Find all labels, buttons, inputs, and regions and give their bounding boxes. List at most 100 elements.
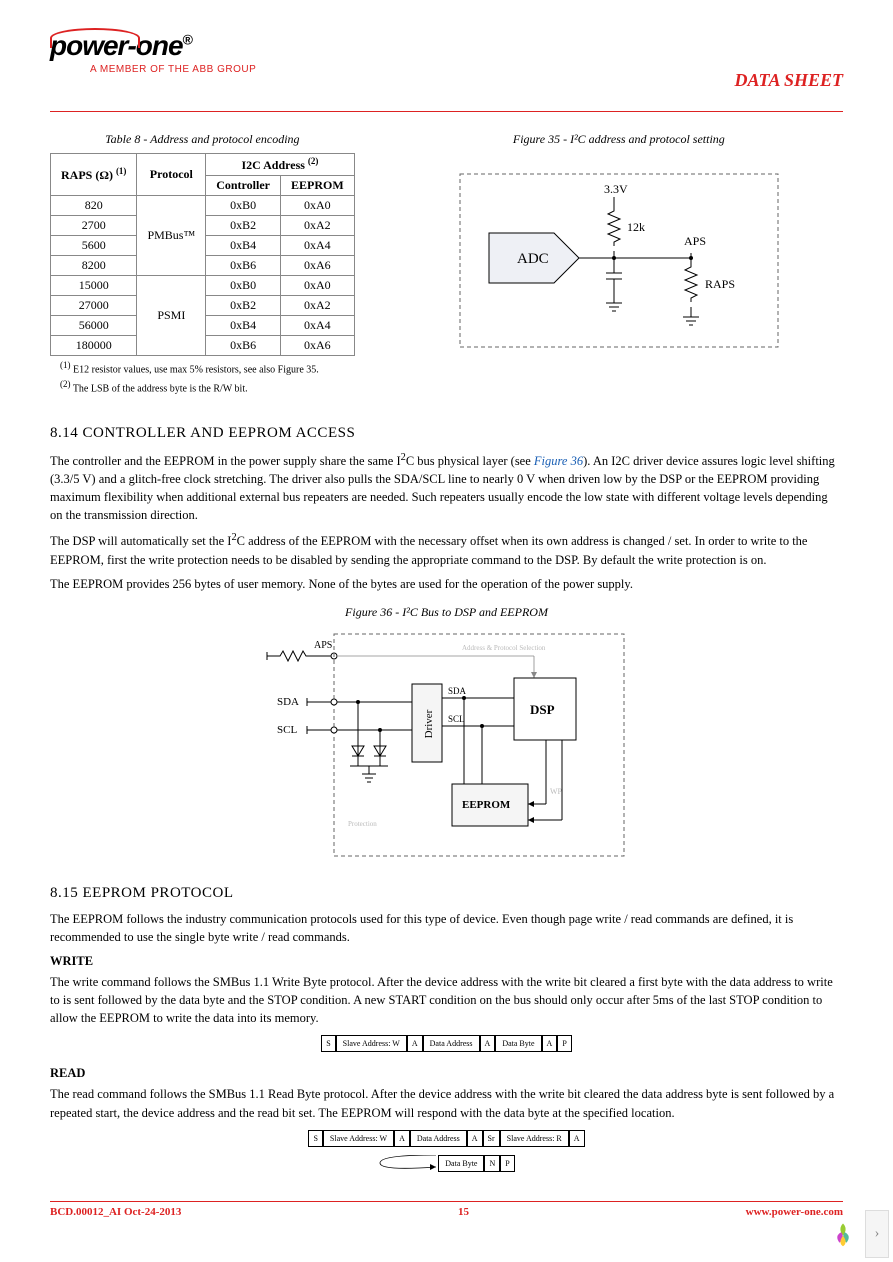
figure35-section: Figure 35 - I²C address and protocol set… — [395, 132, 843, 395]
adc-label: ADC — [517, 251, 549, 267]
proto-cell: Sr — [483, 1130, 500, 1147]
proto-cell: P — [557, 1035, 571, 1052]
cell: 0xB6 — [206, 336, 281, 356]
cell: 0xA2 — [280, 296, 354, 316]
cell: 0xA0 — [280, 196, 354, 216]
footer-rule — [50, 1201, 843, 1202]
cell: 8200 — [51, 256, 137, 276]
footnote1: (1) E12 resistor values, use max 5% resi… — [60, 360, 355, 375]
cell: 0xA6 — [280, 256, 354, 276]
proto-cell: A — [467, 1130, 483, 1147]
read-p: The read command follows the SMBus 1.1 R… — [50, 1085, 843, 1121]
proto-cell: Data Byte — [495, 1035, 541, 1052]
col-r: RAPS (Ω) (1) — [51, 154, 137, 196]
write-protocol-row: S Slave Address: W A Data Address A Data… — [50, 1035, 843, 1052]
logo-arc — [50, 28, 140, 48]
col-eeprom: EEPROM — [280, 176, 354, 196]
cell: 0xB0 — [206, 276, 281, 296]
sec814-p2: The DSP will automatically set the I2C a… — [50, 530, 843, 568]
figure35-svg: ADC 3.3V 12k — [459, 173, 779, 348]
page-footer: BCD.00012_AI Oct-24-2013 15 www.power-on… — [50, 1201, 843, 1218]
proto-cell: N — [484, 1155, 500, 1172]
cell: 0xB0 — [206, 196, 281, 216]
proto-cell: Data Address — [423, 1035, 480, 1052]
aps-label: APS — [314, 640, 332, 651]
footer-left: BCD.00012_AI Oct-24-2013 — [50, 1206, 181, 1218]
cell: 0xB2 — [206, 216, 281, 236]
scl-label: SCL — [277, 724, 297, 736]
prot-label: Protection — [348, 820, 377, 828]
sda-label: SDA — [277, 696, 299, 708]
v33-label: 3.3V — [604, 182, 628, 196]
cell: 5600 — [51, 236, 137, 256]
section-8-15-heading: 8.15 EEPROM PROTOCOL — [50, 885, 843, 902]
cell-protocol1: PMBus™ — [137, 196, 206, 276]
logo-reg: ® — [183, 32, 192, 48]
cell: 27000 — [51, 296, 137, 316]
scl2: SCL — [448, 714, 465, 724]
sec814-p1: The controller and the EEPROM in the pow… — [50, 450, 843, 525]
proto-cell: Data Byte — [438, 1155, 484, 1172]
read-heading: READ — [50, 1066, 843, 1081]
proto-cell: A — [569, 1130, 585, 1147]
cell: 15000 — [51, 276, 137, 296]
cell: 180000 — [51, 336, 137, 356]
note-top: Address & Protocol Selection — [462, 644, 546, 652]
cell-protocol2: PSMI — [137, 276, 206, 356]
sda2: SDA — [448, 686, 467, 696]
leaf-icon — [829, 1220, 857, 1248]
table8: RAPS (Ω) (1) Protocol I2C Address (2) Co… — [50, 153, 355, 356]
footer-page: 15 — [458, 1206, 469, 1218]
col-controller: Controller — [206, 176, 281, 196]
figure36-caption: Figure 36 - I²C Bus to DSP and EEPROM — [50, 605, 843, 620]
chevron-right-icon: › — [875, 1226, 880, 1242]
figure36-link[interactable]: Figure 36 — [534, 454, 583, 468]
section-8-14-heading: 8.14 CONTROLLER AND EEPROM ACCESS — [50, 425, 843, 442]
eeprom-label: EEPROM — [462, 799, 511, 811]
cell: 0xA4 — [280, 316, 354, 336]
col-i2c: I2C Address (2) — [206, 154, 354, 176]
page-header: power-one® A MEMBER OF THE ABB GROUP DAT… — [50, 30, 843, 91]
datasheet-label: DATA SHEET — [734, 70, 843, 91]
read-protocol-row2: Data Byte N P — [50, 1155, 843, 1172]
proto-cell: S — [321, 1035, 335, 1052]
proto-cell: P — [500, 1155, 514, 1172]
read-protocol-row1: S Slave Address: W A Data Address A Sr S… — [50, 1130, 843, 1147]
r12k-label: 12k — [627, 220, 645, 234]
aps-label: APS — [684, 234, 706, 248]
proto-cell: Data Address — [410, 1130, 467, 1147]
logo-main: power-one® — [50, 30, 256, 62]
cell: 0xB6 — [206, 256, 281, 276]
cell: 0xB4 — [206, 316, 281, 336]
cell: 0xA0 — [280, 276, 354, 296]
sec815-p1: The EEPROM follows the industry communic… — [50, 910, 843, 946]
header-rule — [50, 111, 843, 112]
proto-cell: A — [407, 1035, 423, 1052]
logo-block: power-one® A MEMBER OF THE ABB GROUP — [50, 30, 256, 75]
page-corner-widget: › — [829, 1210, 889, 1258]
table8-section: Table 8 - Address and protocol encoding … — [50, 132, 355, 395]
proto-cell: S — [308, 1130, 322, 1147]
proto-cell: A — [542, 1035, 558, 1052]
proto-cell: A — [480, 1035, 496, 1052]
col-protocol: Protocol — [137, 154, 206, 196]
raps-label: RAPS — [705, 277, 735, 291]
write-heading: WRITE — [50, 954, 843, 969]
cell: 820 — [51, 196, 137, 216]
cell: 0xB2 — [206, 296, 281, 316]
proto-cell: A — [394, 1130, 410, 1147]
cell: 0xA2 — [280, 216, 354, 236]
proto-cell: Slave Address: W — [336, 1035, 407, 1052]
footnote2: (2) The LSB of the address byte is the R… — [60, 379, 355, 394]
sec814-p3: The EEPROM provides 256 bytes of user me… — [50, 575, 843, 593]
dsp-label: DSP — [530, 702, 555, 717]
wp-label: WP — [550, 787, 563, 796]
cell: 56000 — [51, 316, 137, 336]
cell: 0xB4 — [206, 236, 281, 256]
cell: 0xA6 — [280, 336, 354, 356]
figure36-svg: APS Address & Protocol Selection SDA SCL — [262, 626, 632, 861]
next-page-button[interactable]: › — [865, 1210, 889, 1258]
proto-cell: Slave Address: R — [500, 1130, 569, 1147]
proto-cell: Slave Address: W — [323, 1130, 394, 1147]
cell: 0xA4 — [280, 236, 354, 256]
